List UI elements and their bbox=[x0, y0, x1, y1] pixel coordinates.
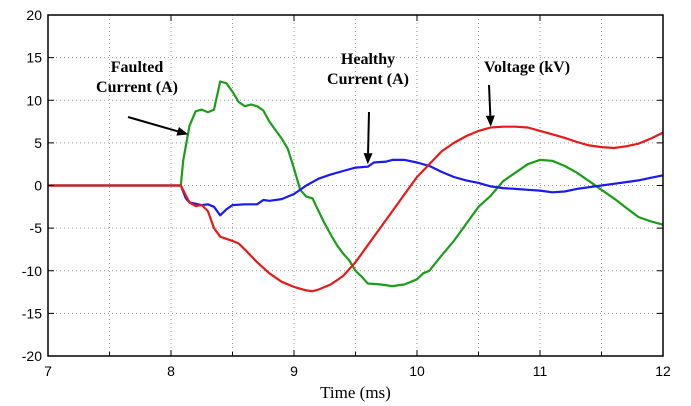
annotation-faulted-current-text: Faulted bbox=[111, 59, 164, 76]
y-tick-label: 15 bbox=[26, 50, 42, 66]
x-tick-label: 12 bbox=[655, 363, 671, 379]
healthy-current-line bbox=[48, 158, 664, 217]
annotation-healthy-current-arrowhead bbox=[363, 153, 373, 165]
y-tick-label: 20 bbox=[26, 7, 42, 23]
x-tick-label: 9 bbox=[290, 363, 298, 379]
x-tick-label: 8 bbox=[167, 363, 175, 379]
x-tick-label: 11 bbox=[533, 363, 548, 379]
annotation-faulted-current-arrow bbox=[127, 116, 178, 133]
y-tick-label: 0 bbox=[34, 178, 42, 194]
y-tick-label: 5 bbox=[34, 135, 42, 151]
y-tick-label: -20 bbox=[22, 348, 42, 364]
y-tick-labels: 20 15 10 5 0 -5 -10 -15 -20 bbox=[22, 7, 42, 364]
annotation-healthy-current-arrow bbox=[367, 111, 370, 154]
grid bbox=[48, 15, 663, 356]
annotation-voltage-arrow bbox=[488, 84, 492, 116]
voltage-line bbox=[48, 125, 664, 293]
annotation-faulted-current-arrowhead bbox=[176, 126, 189, 136]
tick-marks bbox=[47, 14, 664, 357]
x-axis-title: Time (ms) bbox=[320, 383, 391, 402]
annotation-voltage-text: Voltage (kV) bbox=[484, 59, 570, 76]
annotation-healthy-current-text: Healthy bbox=[341, 51, 395, 68]
annotation-faulted-current-text: Current (A) bbox=[96, 79, 178, 96]
y-tick-label: -15 bbox=[22, 305, 42, 321]
series-lines bbox=[48, 80, 664, 293]
x-tick-labels: 7 8 9 10 11 12 bbox=[44, 363, 671, 379]
annotation-voltage-arrowhead bbox=[485, 115, 495, 127]
y-tick-label: -5 bbox=[30, 220, 43, 236]
faulted-current-line bbox=[48, 80, 664, 288]
x-tick-label: 10 bbox=[409, 363, 425, 379]
x-tick-label: 7 bbox=[44, 363, 52, 379]
y-tick-label: -10 bbox=[22, 263, 42, 279]
y-tick-label: 10 bbox=[26, 92, 42, 108]
annotations: Faulted Current (A) Healthy Current (A) Volt… bbox=[96, 51, 570, 165]
annotation-healthy-current-text: Current (A) bbox=[327, 71, 409, 88]
